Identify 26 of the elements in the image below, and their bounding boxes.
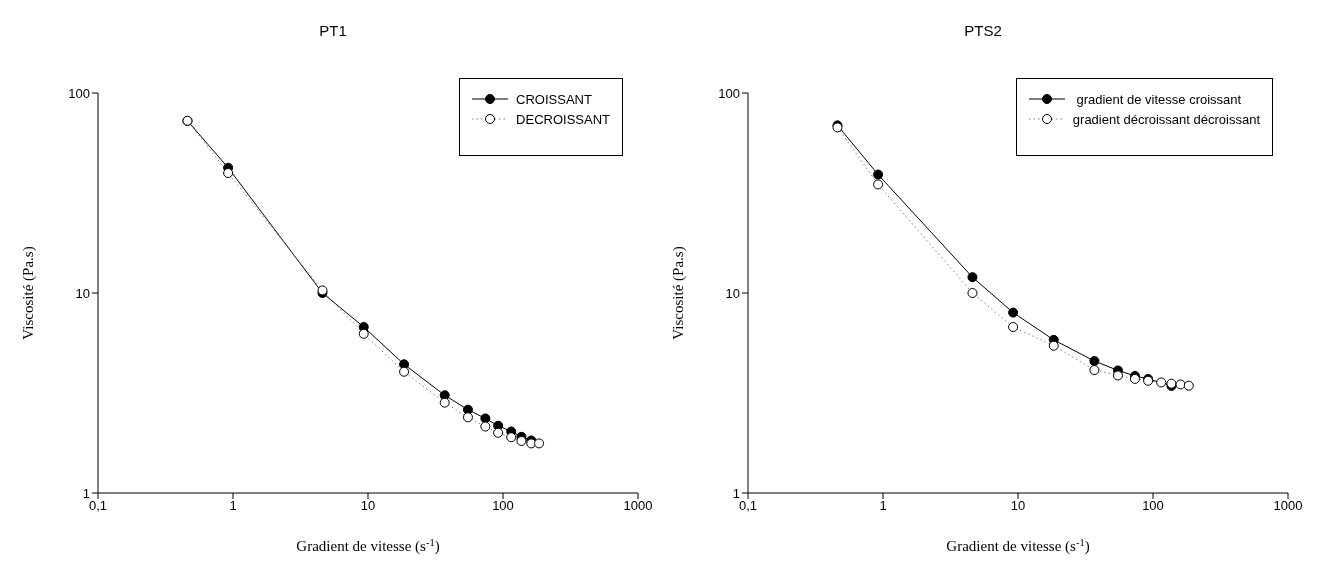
y-tick-label: 100 [68, 85, 90, 101]
legend-label: gradient décroissant décroissant [1072, 111, 1260, 127]
x-axis-title: Gradient de vitesse (s$^{-1}$) [946, 536, 1090, 555]
x-tick-label: 10 [1010, 498, 1026, 514]
legend-label: CROISSANT [516, 91, 592, 107]
y-axis-title: Viscosité (Pa.s) [670, 246, 688, 340]
chart-title: PT1 [318, 22, 348, 39]
legend-label: DECROISSANT [516, 111, 610, 127]
legend-label: gradient de vitesse croissant [1075, 91, 1242, 107]
x-tick-label: 1 [229, 498, 237, 514]
y-tick-label: 1 [732, 485, 740, 501]
x-tick-label: 1000 [623, 498, 653, 514]
y-tick-label: 10 [75, 285, 90, 301]
x-tick-label: 1 [879, 498, 887, 514]
y-tick-label: 10 [725, 285, 740, 301]
y-axis-title: Viscosité (Pa.s) [20, 246, 38, 340]
x-tick-label: 100 [492, 498, 514, 514]
chart-title: PTS2 [963, 22, 1003, 39]
x-tick-label: 1000 [1273, 498, 1303, 514]
x-tick-label: 10 [360, 498, 376, 514]
x-tick-label: 0,1 [738, 498, 758, 514]
x-tick-label: 0,1 [88, 498, 108, 514]
x-tick-label: 100 [1142, 498, 1164, 514]
x-axis-title: Gradient de vitesse (s$^{-1}$) [296, 536, 440, 555]
y-tick-label: 1 [82, 485, 90, 501]
y-tick-label: 100 [718, 85, 740, 101]
